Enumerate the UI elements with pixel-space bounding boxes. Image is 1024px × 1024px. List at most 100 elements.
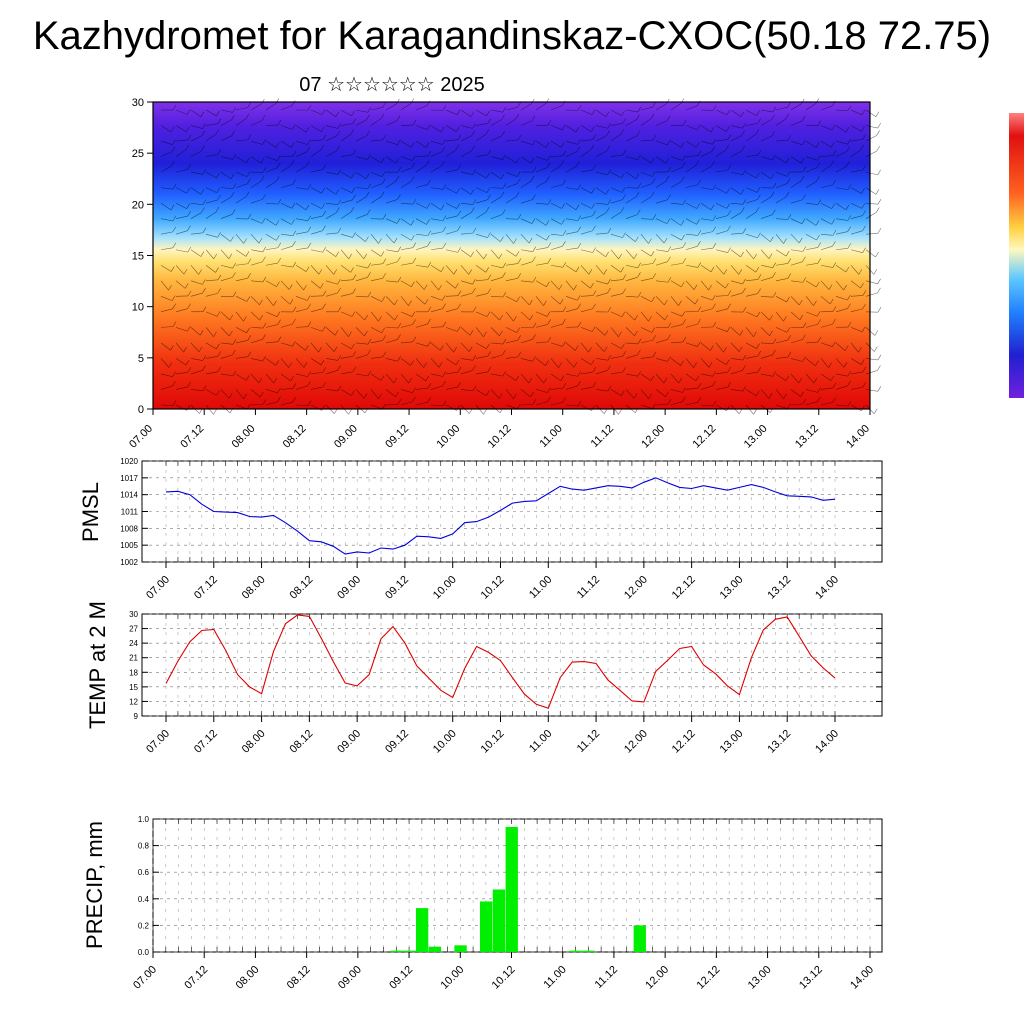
wind-barb bbox=[400, 296, 409, 306]
wind-barb-flag bbox=[230, 191, 235, 198]
wind-barb-flag bbox=[184, 283, 189, 289]
wind-barb bbox=[490, 342, 503, 345]
wind-barb-flag bbox=[697, 150, 702, 156]
wind-barb-flag bbox=[575, 345, 579, 351]
wind-barb bbox=[715, 295, 728, 297]
precip-bar bbox=[492, 889, 506, 952]
wind-barb bbox=[775, 139, 788, 142]
wind-barb-flag bbox=[592, 134, 597, 140]
wind-barb bbox=[265, 401, 278, 406]
wind-barb bbox=[430, 187, 443, 190]
wind-barb-flag bbox=[577, 295, 581, 301]
wind-barb-flag bbox=[800, 157, 805, 164]
wind-barb bbox=[745, 171, 757, 179]
wind-barb bbox=[535, 280, 547, 288]
wind-barb-flag bbox=[862, 210, 866, 216]
wind-barb bbox=[490, 311, 500, 321]
wind-barb-flag bbox=[320, 283, 324, 289]
wind-barb bbox=[865, 358, 878, 361]
wind-barb-flag bbox=[306, 295, 311, 301]
wind-barb bbox=[685, 323, 698, 328]
wind-barb bbox=[310, 109, 323, 115]
x-tick-label: 11.12 bbox=[593, 964, 620, 991]
wind-barb-flag bbox=[682, 258, 687, 264]
wind-barb bbox=[670, 280, 682, 288]
wind-barb bbox=[355, 354, 368, 359]
wind-barb bbox=[760, 171, 772, 179]
y-tick-label: 1.0 bbox=[138, 815, 150, 824]
wind-barb-flag bbox=[216, 390, 220, 396]
wind-barb-flag bbox=[502, 272, 506, 278]
wind-barb bbox=[190, 342, 200, 352]
wind-barb bbox=[325, 327, 336, 336]
wind-barb bbox=[220, 214, 233, 219]
wind-barb-flag bbox=[621, 311, 626, 317]
wind-barb-flag bbox=[472, 306, 477, 313]
wind-barb-flag bbox=[605, 251, 609, 257]
x-tick-label: 12.12 bbox=[670, 728, 698, 756]
wind-barb-flag bbox=[772, 371, 777, 377]
wind-barb bbox=[550, 245, 563, 251]
wind-barb-flag bbox=[772, 182, 777, 189]
wind-barb bbox=[550, 342, 563, 347]
wind-barb-flag bbox=[276, 311, 281, 317]
wind-barb-flag bbox=[290, 160, 295, 166]
wind-barb bbox=[370, 263, 383, 266]
wind-barb-flag bbox=[726, 126, 730, 132]
wind-barb bbox=[205, 389, 217, 396]
wind-barb bbox=[445, 125, 457, 132]
wind-barb bbox=[295, 247, 308, 251]
wind-barb bbox=[730, 280, 743, 285]
wind-barb-flag bbox=[412, 396, 416, 402]
wind-barb bbox=[730, 358, 743, 361]
wind-barb bbox=[490, 214, 503, 219]
wind-barb bbox=[640, 196, 652, 204]
wind-barb-flag bbox=[468, 269, 472, 275]
wind-barb-flag bbox=[603, 346, 608, 352]
wind-barb-flag bbox=[682, 387, 686, 393]
wind-barb-flag bbox=[351, 311, 356, 317]
wind-barb-flag bbox=[802, 166, 807, 172]
wind-barb bbox=[805, 296, 814, 306]
wind-barb bbox=[505, 171, 518, 177]
wind-barb-flag bbox=[427, 179, 431, 185]
wind-barb bbox=[835, 385, 848, 390]
wind-barb bbox=[595, 125, 608, 129]
wind-barb bbox=[490, 135, 502, 142]
wind-barb bbox=[655, 403, 668, 406]
wind-barb bbox=[490, 264, 503, 269]
wind-barb bbox=[580, 139, 593, 142]
wind-barb-flag bbox=[277, 336, 282, 342]
wind-barb bbox=[745, 233, 758, 239]
wind-barb bbox=[220, 373, 233, 377]
wind-barb-flag bbox=[412, 242, 417, 248]
wind-barb-flag bbox=[787, 135, 792, 141]
wind-barb-flag bbox=[847, 105, 852, 111]
wind-barb bbox=[280, 245, 293, 251]
y-tick-label: 15 bbox=[129, 683, 138, 692]
wind-barb bbox=[445, 342, 454, 353]
wind-barb-flag bbox=[486, 311, 491, 317]
wind-barb-flag bbox=[861, 109, 866, 116]
wind-barb bbox=[355, 214, 368, 219]
wind-barb-flag bbox=[502, 291, 507, 298]
wind-barb bbox=[745, 355, 758, 359]
wind-barb bbox=[355, 311, 365, 321]
wind-barb bbox=[535, 156, 548, 161]
wind-barb-flag bbox=[592, 366, 597, 373]
wind-barb-flag bbox=[303, 284, 307, 291]
wind-barb-flag bbox=[861, 326, 866, 332]
wind-barb bbox=[385, 180, 397, 188]
wind-barb-flag bbox=[288, 362, 292, 368]
wind-barb-flag bbox=[322, 210, 326, 217]
wind-barb-flag bbox=[862, 290, 867, 296]
wind-barb-flag bbox=[843, 362, 848, 368]
wind-barb bbox=[850, 149, 862, 157]
wind-barb-flag bbox=[381, 327, 385, 333]
wind-barb-flag bbox=[216, 311, 221, 317]
wind-barb-flag bbox=[652, 134, 657, 141]
wind-barb-flag bbox=[682, 336, 687, 343]
wind-barb bbox=[370, 183, 383, 188]
wind-barb bbox=[265, 324, 278, 328]
